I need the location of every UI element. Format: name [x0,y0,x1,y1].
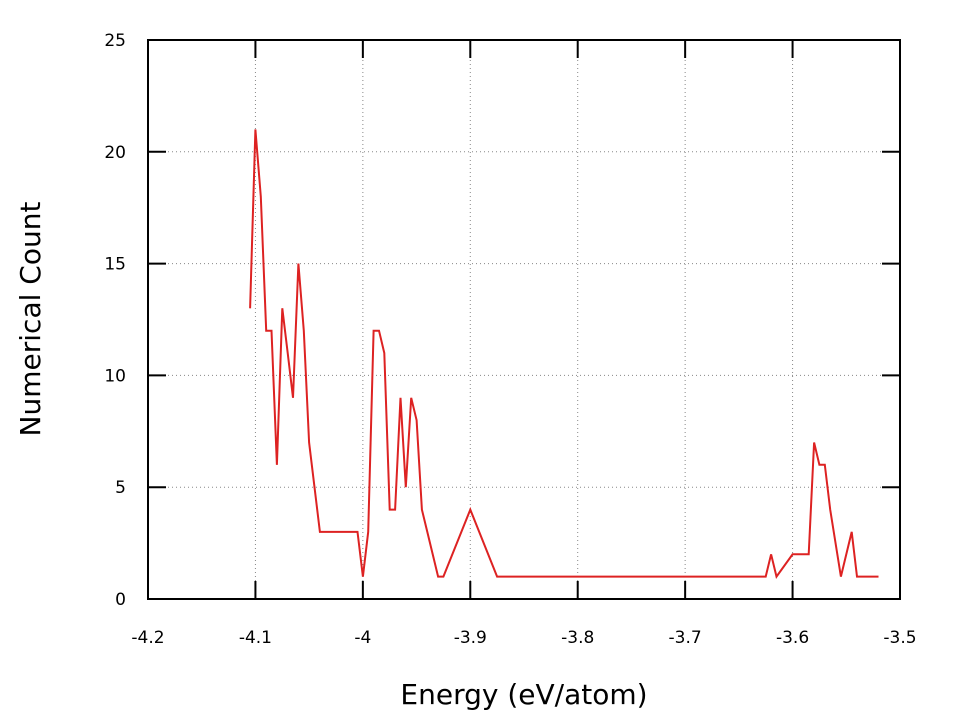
x-tick-label: -4.2 [131,628,164,648]
x-tick-label: -3.5 [883,628,916,648]
y-tick-label: 15 [104,255,126,275]
y-tick-label: 5 [115,478,126,498]
x-tick-label: -4 [354,628,371,648]
grid-lines [148,40,900,599]
x-tick-label: -3.9 [454,628,487,648]
plot-frame [147,39,901,600]
y-tick-label: 10 [104,366,126,386]
y-tick-labels: 0 5 10 15 20 25 [104,31,126,610]
x-tick-labels: -4.2 -4.1 -4 -3.9 -3.8 -3.7 -3.6 -3.5 [131,628,916,648]
y-tick-label: 0 [115,590,126,610]
y-tick-label: 20 [104,143,126,163]
series-layer [249,129,879,579]
series-line [249,129,879,579]
y-axis-title: Numerical Count [14,202,47,437]
x-tick-label: -3.7 [669,628,702,648]
x-axis-title: Energy (eV/atom) [400,678,647,711]
x-tick-label: -4.1 [239,628,272,648]
axis-ticks [147,39,901,600]
y-tick-label: 25 [104,31,126,51]
x-tick-label: -3.6 [776,628,809,648]
x-tick-label: -3.8 [561,628,594,648]
